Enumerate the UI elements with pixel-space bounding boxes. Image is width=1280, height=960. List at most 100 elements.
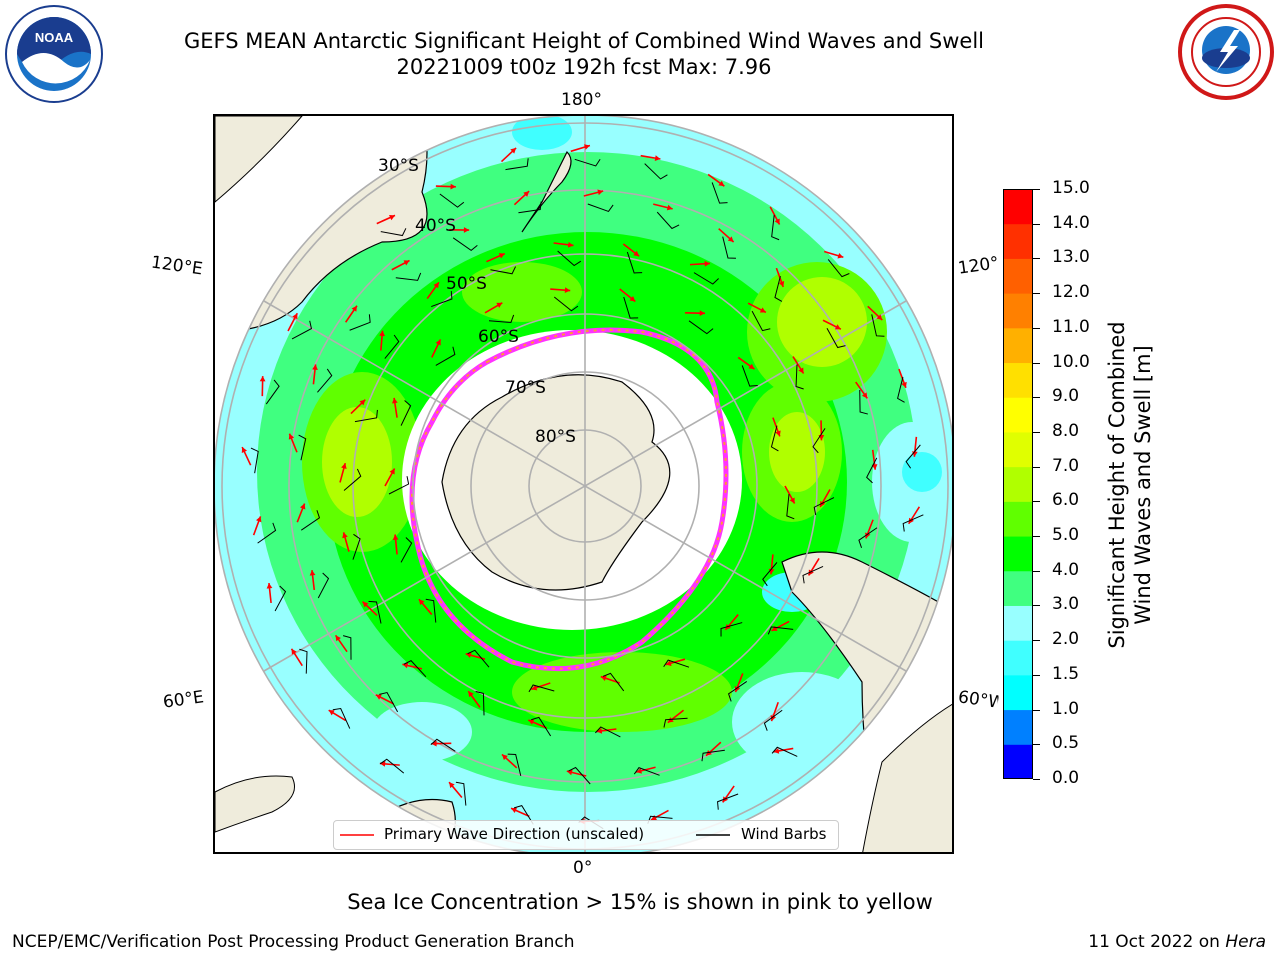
colorbar-tick-label: 15.0	[1052, 178, 1090, 198]
wind-barb	[274, 585, 287, 612]
colorbar-tick-label: 5.0	[1052, 525, 1080, 546]
colorbar-label-line1: Significant Height of Combined	[1105, 321, 1129, 649]
map-legend: Primary Wave Direction (unscaled) Wind B…	[333, 820, 839, 850]
wind-barb	[490, 266, 517, 275]
colorbar-bin	[1003, 744, 1033, 779]
wind-barb	[528, 684, 555, 693]
colorbar-bin	[1003, 293, 1033, 329]
wind-barb	[574, 158, 601, 167]
wind-barb	[384, 334, 400, 359]
wind-barb	[644, 163, 668, 180]
wave-arrow-head	[704, 260, 710, 267]
wave-arrow-head	[468, 691, 474, 698]
noaa-logo: NOAA	[5, 5, 103, 103]
colorbar-tick	[1033, 605, 1040, 607]
colorbar-bin	[1003, 223, 1033, 259]
wind-barb	[602, 672, 625, 692]
colorbar-tick	[1033, 640, 1040, 642]
wave-arrow-head	[501, 754, 508, 761]
wind-barb	[871, 314, 885, 337]
wind-barb	[771, 746, 798, 757]
colorbar-bin	[1003, 431, 1033, 468]
wind-barb	[388, 476, 410, 495]
wind-barb	[352, 533, 361, 560]
wind-barb	[626, 251, 643, 274]
wave-arrow-head	[600, 675, 607, 681]
wave-arrow-head	[789, 497, 795, 504]
wave-arrow-head	[389, 214, 396, 221]
wind-barb	[452, 237, 478, 252]
colorbar-tick-label: 12.0	[1052, 282, 1090, 303]
colorbar-tick-label: 11.0	[1052, 316, 1090, 337]
wave-arrow-head	[351, 305, 357, 312]
wind-barb	[786, 493, 795, 520]
wave-arrow-head	[266, 583, 273, 589]
wave-arrow-head	[256, 516, 262, 523]
colorbar-tick	[1033, 258, 1040, 260]
wave-arrow-head	[820, 500, 826, 507]
wave-arrow-head	[861, 392, 868, 399]
wind-barb	[343, 468, 362, 491]
wind-barb	[299, 648, 308, 674]
wave-arrow-head	[584, 144, 590, 150]
wind-barb	[813, 497, 835, 516]
footer-credit: NCEP/EMC/Verification Post Processing Pr…	[12, 932, 575, 952]
lat-label-70s: 70°S	[505, 378, 546, 398]
wave-arrow-head	[778, 280, 785, 287]
wind-barb	[531, 716, 552, 737]
wave-arrow-head	[596, 728, 603, 734]
wave-arrow-head	[496, 302, 503, 308]
wave-arrow-head	[597, 189, 604, 196]
lat-label-30s: 30°S	[378, 156, 419, 176]
wind-barb	[568, 766, 591, 785]
colorbar-bin	[1003, 674, 1033, 711]
wind-barb	[342, 635, 352, 660]
wave-arrow-head	[511, 807, 518, 814]
wave-arrow-head	[722, 796, 729, 803]
colorbar-tick	[1033, 709, 1040, 711]
colorbar-tick-label: 3.0	[1052, 594, 1080, 615]
wave-arrow-head	[770, 715, 776, 722]
wind-barb	[430, 738, 456, 752]
wind-barb	[826, 328, 846, 349]
lon-label-60e: 60°E	[161, 687, 206, 713]
wave-arrow-head	[241, 447, 248, 454]
colorbar-bin	[1003, 327, 1033, 364]
wind-barb	[435, 346, 456, 366]
colorbar-tick	[1033, 327, 1040, 329]
wind-barb	[557, 250, 582, 267]
wind-barb	[507, 753, 522, 776]
wind-barb	[897, 376, 905, 403]
colorbar-tick-label: 1.5	[1052, 663, 1080, 684]
wind-barb	[257, 522, 277, 544]
wind-barb	[663, 717, 688, 728]
colorbar-tick-label: 1.0	[1052, 698, 1080, 719]
colorbar-label: Significant Height of Combined Wind Wave…	[1104, 235, 1156, 735]
wave-arrow-head	[865, 532, 871, 539]
wave-arrow-head	[665, 660, 672, 666]
wave-arrow-head	[531, 684, 538, 691]
wind-barb	[439, 193, 465, 208]
wind-barb	[317, 572, 330, 599]
wave-arrow-head	[418, 599, 425, 606]
wind-barb	[693, 272, 719, 285]
wave-arrow-head	[328, 710, 335, 716]
colorbar-tick-label: 4.0	[1052, 559, 1080, 580]
wave-arrow-head	[465, 652, 472, 658]
wave-arrow-head	[808, 569, 814, 576]
wave-arrow-head	[748, 363, 755, 370]
wave-arrow-head	[309, 570, 316, 576]
wave-arrow-head	[335, 635, 341, 642]
wave-arrow-head	[718, 180, 725, 187]
wind-barb	[425, 598, 437, 623]
wave-arrow-head	[699, 310, 705, 317]
wind-barb	[722, 236, 736, 259]
colorbar-tick-label: 0.5	[1052, 733, 1080, 754]
wave-arrow-head	[362, 601, 369, 608]
wind-barb	[250, 447, 259, 474]
wave-arrow-head	[291, 648, 297, 655]
wind-barb	[827, 259, 850, 278]
footer-host: Hera	[1225, 932, 1266, 952]
wind-barb	[300, 510, 321, 531]
colorbar-label-line2: Wind Waves and Swell [m]	[1131, 345, 1155, 625]
